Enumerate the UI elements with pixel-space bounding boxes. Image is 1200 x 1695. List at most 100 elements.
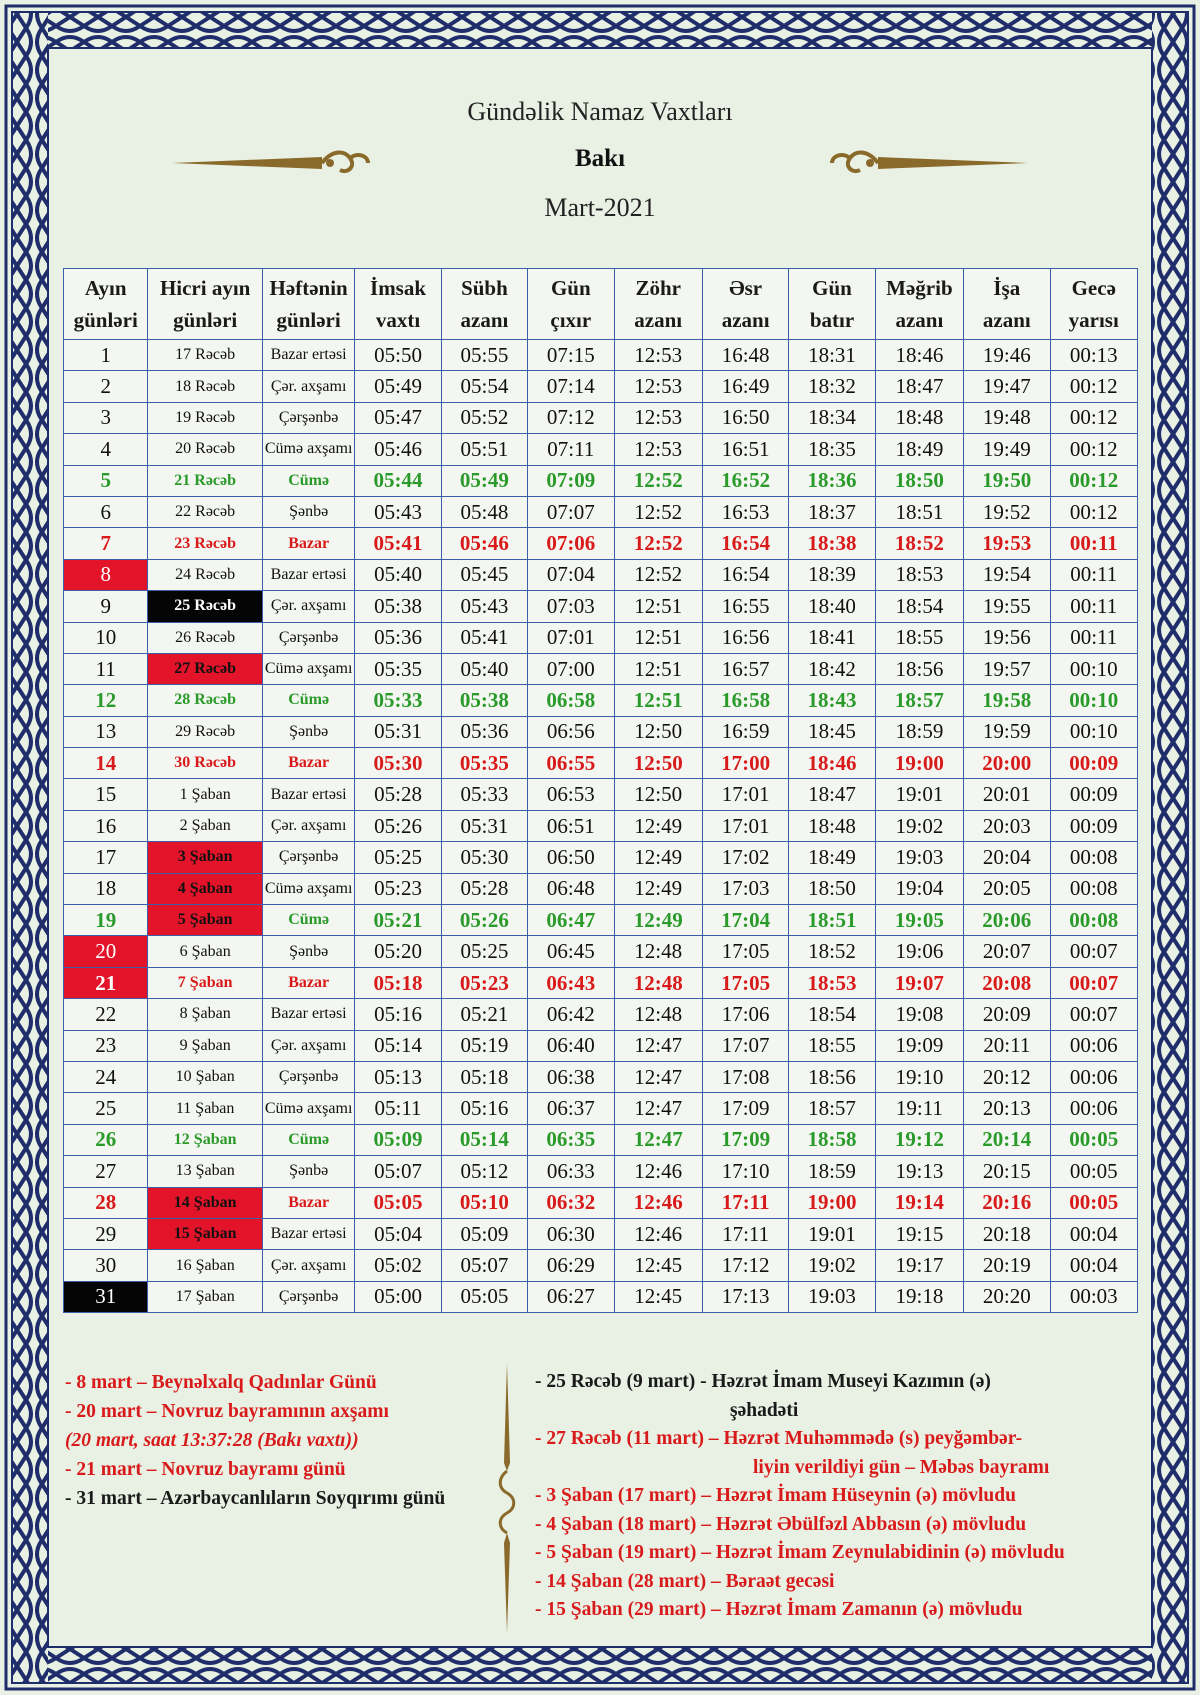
time-cell: 05:04 (354, 1217, 442, 1251)
time-cell: 05:40 (440, 652, 529, 686)
time-cell: 06:32 (527, 1186, 615, 1219)
time-cell: 16:52 (701, 464, 790, 497)
time-cell: 16:55 (701, 590, 790, 623)
time-cell: 19:01 (874, 778, 965, 811)
column-header: İmsak vaxtı (354, 268, 442, 340)
time-cell: 12:51 (613, 590, 703, 623)
time-cell: 05:38 (354, 590, 442, 623)
weekday-cell: Cümə axşamı (261, 433, 356, 466)
table-row: 28 14 Şaban Bazar 05:05 05:10 06:32 12:46 17:11… (62, 1186, 1138, 1219)
time-cell: 05:23 (440, 966, 529, 1000)
time-cell: 07:06 (527, 527, 615, 560)
time-cell: 05:23 (354, 872, 442, 906)
time-cell: 19:52 (963, 495, 1051, 529)
weekday-cell: Çər. axşamı (261, 809, 356, 843)
day-cell: 29 (62, 1217, 149, 1251)
table-row: 18 4 Şaban Cümə axşamı 05:23 05:28 06:48 12:49… (62, 872, 1138, 906)
table-row: 6 22 Rəcəb Şənbə 05:43 05:48 07:07 12:52 16:53 1… (62, 495, 1138, 529)
day-cell: 12 (62, 684, 149, 717)
left-ornament-icon (172, 150, 370, 173)
hijri-cell: 27 Rəcəb (147, 652, 263, 686)
time-cell: 12:49 (613, 904, 703, 937)
note-line: - 8 mart – Beynəlxalq Qadınlar Günü (65, 1372, 377, 1393)
time-cell: 07:14 (527, 370, 615, 403)
time-cell: 18:55 (788, 1029, 876, 1062)
city-name: Bakı (574, 145, 626, 172)
column-header: Gün batır (788, 268, 876, 340)
time-cell: 00:11 (1049, 558, 1138, 592)
time-cell: 18:34 (788, 401, 876, 435)
hijri-cell: 30 Rəcəb (147, 747, 263, 780)
table-row: 23 9 Şaban Çər. axşamı 05:14 05:19 06:40 12:47… (62, 1029, 1138, 1062)
column-header-line: Gün (550, 276, 591, 300)
time-cell: 06:29 (527, 1249, 615, 1282)
time-cell: 18:45 (788, 715, 876, 749)
time-cell: 07:11 (527, 433, 615, 466)
time-cell: 19:58 (963, 684, 1051, 717)
day-cell: 26 (62, 1123, 149, 1157)
time-cell: 20:16 (963, 1186, 1051, 1219)
hijri-cell: 12 Şaban (147, 1123, 263, 1157)
time-cell: 16:56 (701, 621, 790, 654)
day-cell: 1 (62, 338, 149, 372)
time-cell: 05:50 (354, 338, 442, 372)
time-cell: 17:00 (701, 747, 790, 780)
weekday-cell: Cümə axşamı (261, 1092, 356, 1125)
hijri-cell: 14 Şaban (147, 1186, 263, 1219)
day-cell: 11 (62, 652, 149, 686)
time-cell: 00:04 (1049, 1249, 1138, 1282)
table-row: 8 24 Rəcəb Bazar ertəsi 05:40 05:45 07:04 12:5… (62, 558, 1138, 592)
time-cell: 05:14 (440, 1123, 529, 1157)
time-cell: 05:52 (440, 401, 529, 435)
time-cell: 20:05 (963, 872, 1051, 906)
column-header: Həftənin günləri (261, 268, 356, 340)
time-cell: 12:52 (613, 527, 703, 560)
day-cell: 18 (62, 872, 149, 906)
day-cell: 9 (62, 590, 149, 623)
time-cell: 18:51 (874, 495, 965, 529)
time-cell: 00:10 (1049, 652, 1138, 686)
time-cell: 06:42 (527, 998, 615, 1031)
time-cell: 19:14 (874, 1186, 965, 1219)
time-cell: 20:01 (963, 778, 1051, 811)
time-cell: 12:52 (613, 495, 703, 529)
time-cell: 05:18 (440, 1060, 529, 1094)
hijri-cell: 9 Şaban (147, 1029, 263, 1062)
note-line: - 21 mart – Novruz bayramı günü (65, 1459, 346, 1480)
time-cell: 05:49 (440, 464, 529, 497)
time-cell: 00:04 (1049, 1217, 1138, 1251)
time-cell: 19:05 (874, 904, 965, 937)
time-cell: 06:53 (527, 778, 615, 811)
time-cell: 05:38 (440, 684, 529, 717)
time-cell: 18:50 (874, 464, 965, 497)
time-cell: 20:09 (963, 998, 1051, 1031)
time-cell: 00:12 (1049, 401, 1138, 435)
time-cell: 16:58 (701, 684, 790, 717)
time-cell: 18:50 (788, 872, 876, 906)
time-cell: 19:54 (963, 558, 1051, 592)
time-cell: 16:57 (701, 652, 790, 686)
weekday-cell: Cümə axşamı (261, 872, 356, 906)
time-cell: 05:07 (440, 1249, 529, 1282)
day-cell: 24 (62, 1060, 149, 1094)
day-cell: 15 (62, 778, 149, 811)
time-cell: 05:07 (354, 1155, 442, 1188)
weekday-cell: Şənbə (261, 1155, 356, 1188)
time-cell: 19:12 (874, 1123, 965, 1157)
time-cell: 07:15 (527, 338, 615, 372)
time-cell: 00:09 (1049, 778, 1138, 811)
time-cell: 05:19 (440, 1029, 529, 1062)
time-cell: 19:55 (963, 590, 1051, 623)
day-cell: 28 (62, 1186, 149, 1219)
time-cell: 19:48 (963, 401, 1051, 435)
hijri-cell: 3 Şaban (147, 841, 263, 874)
time-cell: 19:07 (874, 966, 965, 1000)
time-cell: 06:47 (527, 904, 615, 937)
time-cell: 12:51 (613, 684, 703, 717)
time-cell: 18:40 (788, 590, 876, 623)
time-cell: 05:46 (354, 433, 442, 466)
weekday-cell: Cümə (261, 464, 356, 497)
time-cell: 12:48 (613, 966, 703, 1000)
column-header: Ayın günləri (62, 268, 149, 340)
column-header-line: İşa (993, 276, 1021, 300)
